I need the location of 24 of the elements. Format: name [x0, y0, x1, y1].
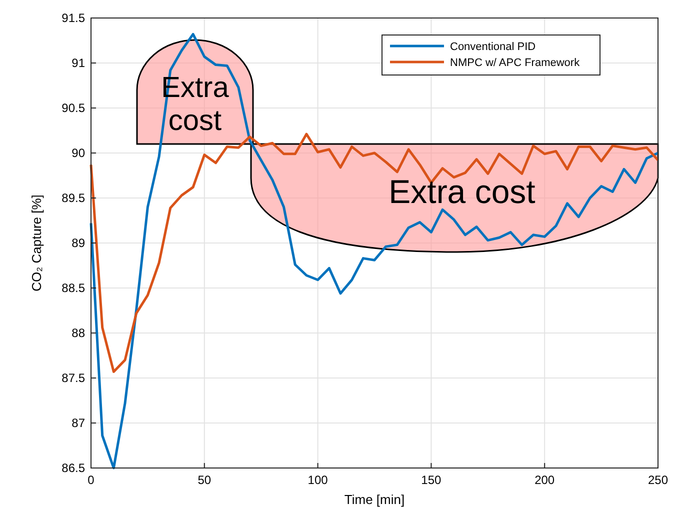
y-tick-label: 90: [72, 146, 86, 160]
y-tick-label: 91: [72, 56, 86, 70]
x-tick-label: 0: [88, 473, 95, 487]
annotation: Extra cost: [388, 173, 536, 210]
y-tick-label: 90.5: [62, 101, 86, 115]
y-tick-label: 89: [72, 236, 86, 250]
line-series: [90, 32, 660, 470]
y-axis-title: CO₂ Capture [%]: [29, 194, 44, 292]
legend-label: Conventional PID: [450, 41, 536, 53]
x-axis-title: Time [min]: [344, 492, 405, 507]
y-tick-label: 88: [72, 326, 86, 340]
y-tick-label: 88.5: [62, 281, 86, 295]
y-tick-label: 86.5: [62, 461, 86, 475]
y-tick-label: 87.5: [62, 371, 86, 385]
line-series: [90, 132, 660, 373]
y-tick-label: 91.5: [62, 11, 86, 25]
x-tick-label: 250: [648, 473, 668, 487]
x-tick-label: 150: [421, 473, 442, 487]
x-tick-label: 100: [308, 473, 328, 487]
legend-label: NMPC w/ APC Framework: [450, 57, 580, 69]
y-tick-label: 87: [72, 416, 86, 430]
x-tick-label: 50: [198, 473, 212, 487]
y-tick-label: 89.5: [62, 191, 86, 205]
x-tick-label: 200: [534, 473, 555, 487]
